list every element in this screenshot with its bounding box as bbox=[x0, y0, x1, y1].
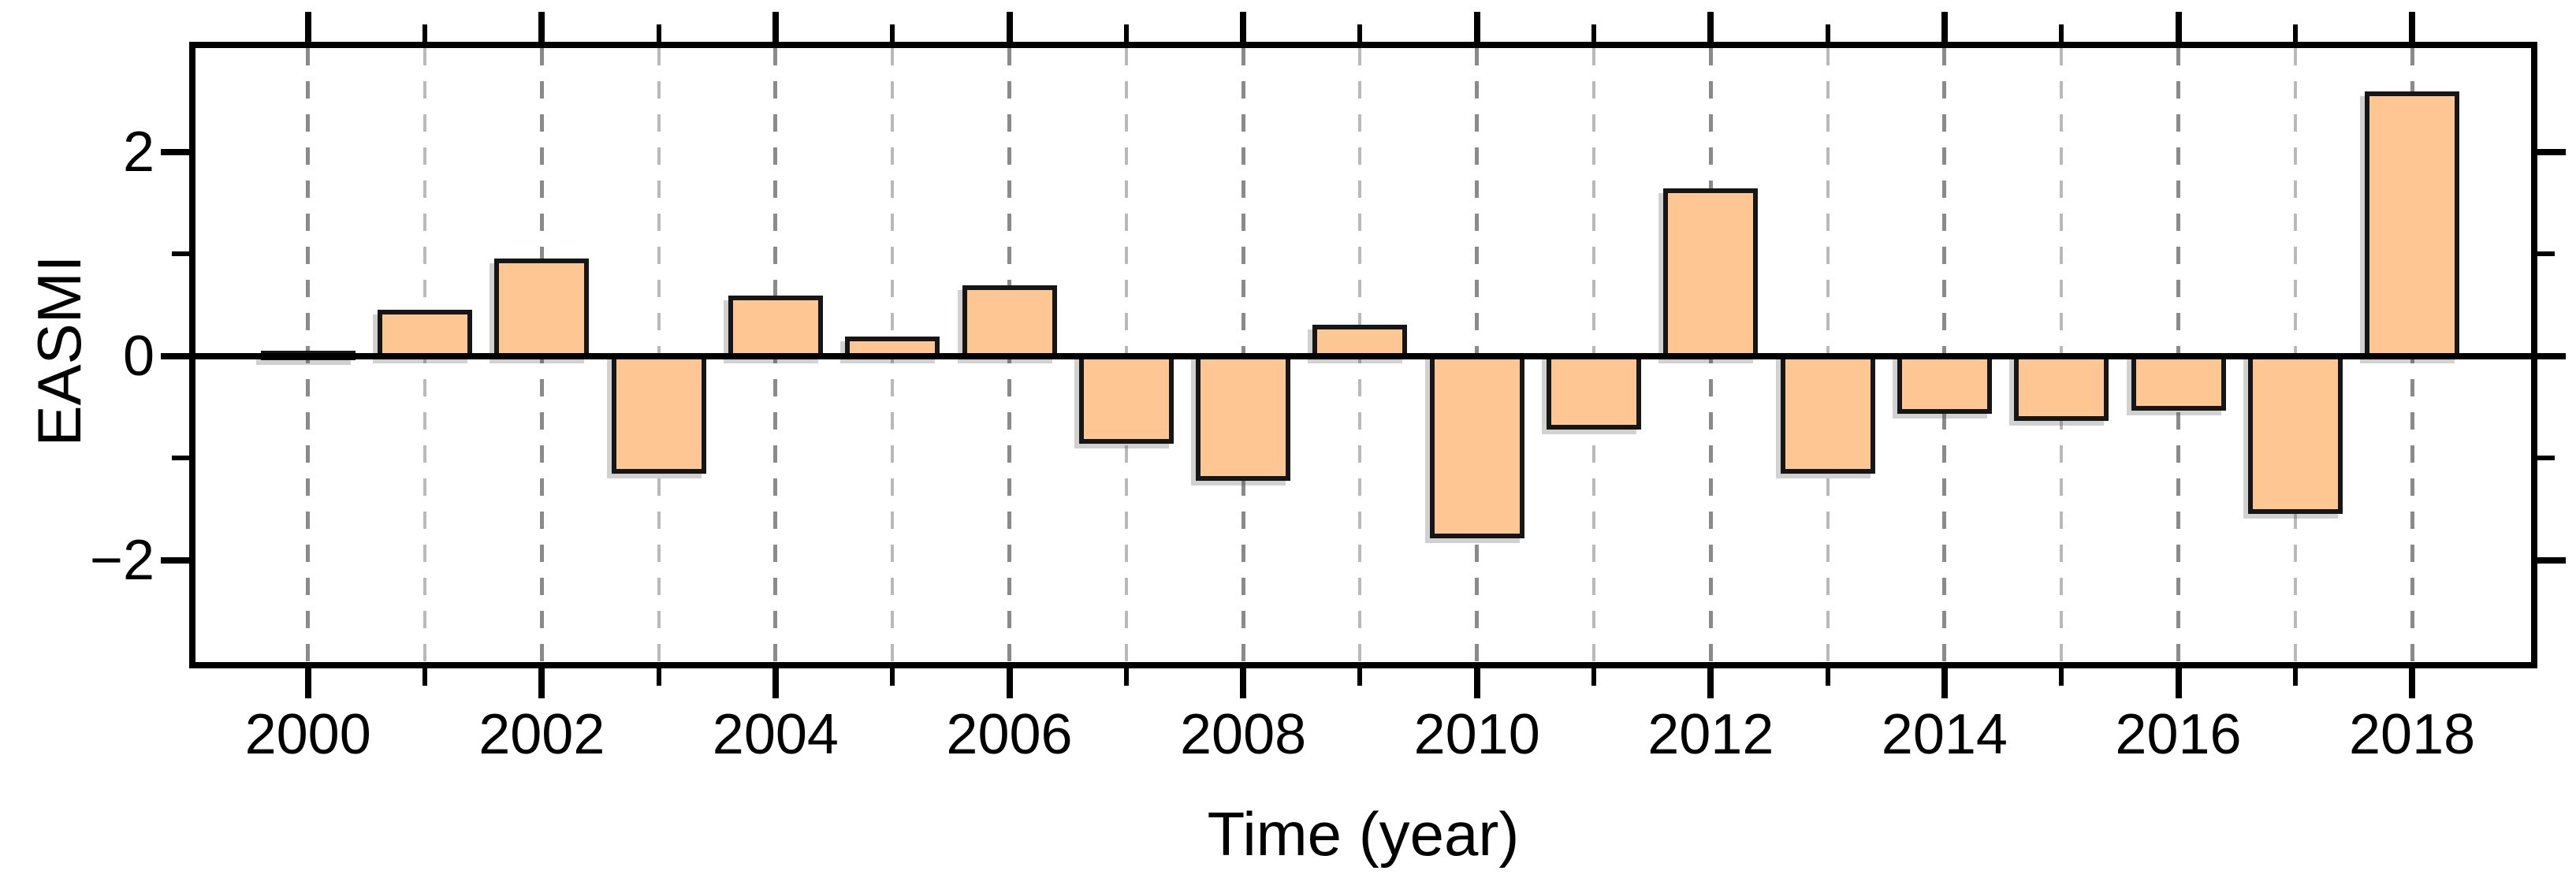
x-tick-major-top-2010 bbox=[1473, 12, 1480, 42]
bar-2016 bbox=[2131, 353, 2226, 411]
x-tick-minor-bottom-2005 bbox=[890, 668, 895, 686]
x-tick-label-2002: 2002 bbox=[478, 703, 605, 766]
x-tick-label-2016: 2016 bbox=[2115, 703, 2242, 766]
x-tick-label-2000: 2000 bbox=[244, 703, 371, 766]
bar-2015 bbox=[2014, 353, 2109, 421]
x-tick-minor-top-2005 bbox=[890, 24, 895, 42]
bar-2012 bbox=[1663, 188, 1759, 359]
bar-2010 bbox=[1429, 353, 1524, 538]
x-tick-minor-top-2009 bbox=[1357, 24, 1363, 42]
bar-2007 bbox=[1078, 353, 1174, 445]
bar-2011 bbox=[1547, 353, 1641, 430]
x-tick-minor-top-2001 bbox=[423, 24, 427, 42]
x-tick-minor-bottom-2009 bbox=[1357, 668, 1363, 686]
x-tick-major-top-2000 bbox=[304, 12, 311, 42]
bar-2004 bbox=[728, 295, 823, 359]
y-tick-major-right--2 bbox=[2537, 556, 2566, 564]
x-tick-label-2010: 2010 bbox=[1413, 703, 1540, 766]
x-tick-minor-bottom-2011 bbox=[1591, 668, 1596, 686]
x-tick-label-2012: 2012 bbox=[1647, 703, 1774, 766]
x-tick-major-bottom-2014 bbox=[1941, 668, 1948, 698]
x-tick-major-top-2008 bbox=[1240, 12, 1247, 42]
bar-2003 bbox=[611, 353, 706, 474]
bar-2018 bbox=[2365, 91, 2460, 359]
x-tick-minor-bottom-2017 bbox=[2292, 668, 2298, 686]
x-tick-major-top-2006 bbox=[1006, 12, 1013, 42]
x-tick-major-bottom-2012 bbox=[1707, 668, 1714, 698]
y-tick-major-left--2 bbox=[161, 556, 189, 564]
x-tick-major-bottom-2000 bbox=[304, 668, 311, 698]
bar-2002 bbox=[494, 259, 590, 359]
zero-axis-line bbox=[195, 352, 2531, 359]
x-tick-major-top-2012 bbox=[1707, 12, 1714, 42]
x-tick-minor-top-2011 bbox=[1591, 24, 1596, 42]
bar-2013 bbox=[1780, 353, 1875, 474]
y-tick-label-0: 0 bbox=[122, 324, 154, 388]
y-tick-major-left-0 bbox=[161, 352, 189, 359]
x-tick-minor-bottom-2013 bbox=[1825, 668, 1830, 686]
x-tick-major-bottom-2002 bbox=[538, 668, 545, 698]
y-tick-label-2: 2 bbox=[122, 120, 154, 184]
x-tick-label-2004: 2004 bbox=[712, 703, 839, 766]
x-tick-minor-bottom-2003 bbox=[656, 668, 661, 686]
x-tick-major-top-2014 bbox=[1941, 12, 1948, 42]
x-tick-minor-top-2015 bbox=[2059, 24, 2064, 42]
x-tick-minor-bottom-2007 bbox=[1123, 668, 1129, 686]
x-tick-major-bottom-2016 bbox=[2175, 668, 2182, 698]
y-tick-label--2: −2 bbox=[89, 528, 154, 592]
y-tick-minor-left-1 bbox=[172, 251, 189, 257]
y-tick-minor-left--1 bbox=[172, 456, 189, 461]
plot-area bbox=[189, 42, 2537, 668]
y-tick-major-right-2 bbox=[2537, 148, 2566, 155]
x-tick-minor-top-2017 bbox=[2292, 24, 2298, 42]
x-tick-label-2008: 2008 bbox=[1180, 703, 1307, 766]
bar-2008 bbox=[1196, 353, 1291, 482]
bar-2001 bbox=[378, 310, 472, 359]
x-tick-major-top-2018 bbox=[2409, 12, 2416, 42]
x-tick-label-2018: 2018 bbox=[2349, 703, 2476, 766]
x-tick-minor-top-2007 bbox=[1123, 24, 1129, 42]
x-axis-title: Time (year) bbox=[1207, 799, 1520, 869]
x-tick-major-top-2016 bbox=[2175, 12, 2182, 42]
y-tick-major-right-0 bbox=[2537, 352, 2566, 359]
bar-2006 bbox=[962, 285, 1057, 359]
x-tick-minor-bottom-2001 bbox=[423, 668, 427, 686]
x-tick-label-2014: 2014 bbox=[1881, 703, 2008, 766]
x-tick-major-bottom-2008 bbox=[1240, 668, 1247, 698]
x-tick-major-bottom-2010 bbox=[1473, 668, 1480, 698]
x-tick-label-2006: 2006 bbox=[946, 703, 1073, 766]
x-tick-major-top-2002 bbox=[538, 12, 545, 42]
x-tick-minor-bottom-2015 bbox=[2059, 668, 2064, 686]
y-tick-minor-right--1 bbox=[2537, 456, 2555, 461]
bar-2014 bbox=[1897, 353, 1992, 414]
x-tick-minor-top-2013 bbox=[1825, 24, 1830, 42]
x-tick-major-bottom-2006 bbox=[1006, 668, 1013, 698]
x-tick-minor-top-2003 bbox=[656, 24, 661, 42]
x-tick-major-top-2004 bbox=[772, 12, 779, 42]
y-tick-minor-right-1 bbox=[2537, 251, 2555, 257]
x-tick-major-bottom-2004 bbox=[772, 668, 779, 698]
bar-2017 bbox=[2247, 353, 2343, 514]
y-tick-major-left-2 bbox=[161, 148, 189, 155]
plot-inner bbox=[195, 48, 2531, 662]
x-tick-major-bottom-2018 bbox=[2409, 668, 2416, 698]
